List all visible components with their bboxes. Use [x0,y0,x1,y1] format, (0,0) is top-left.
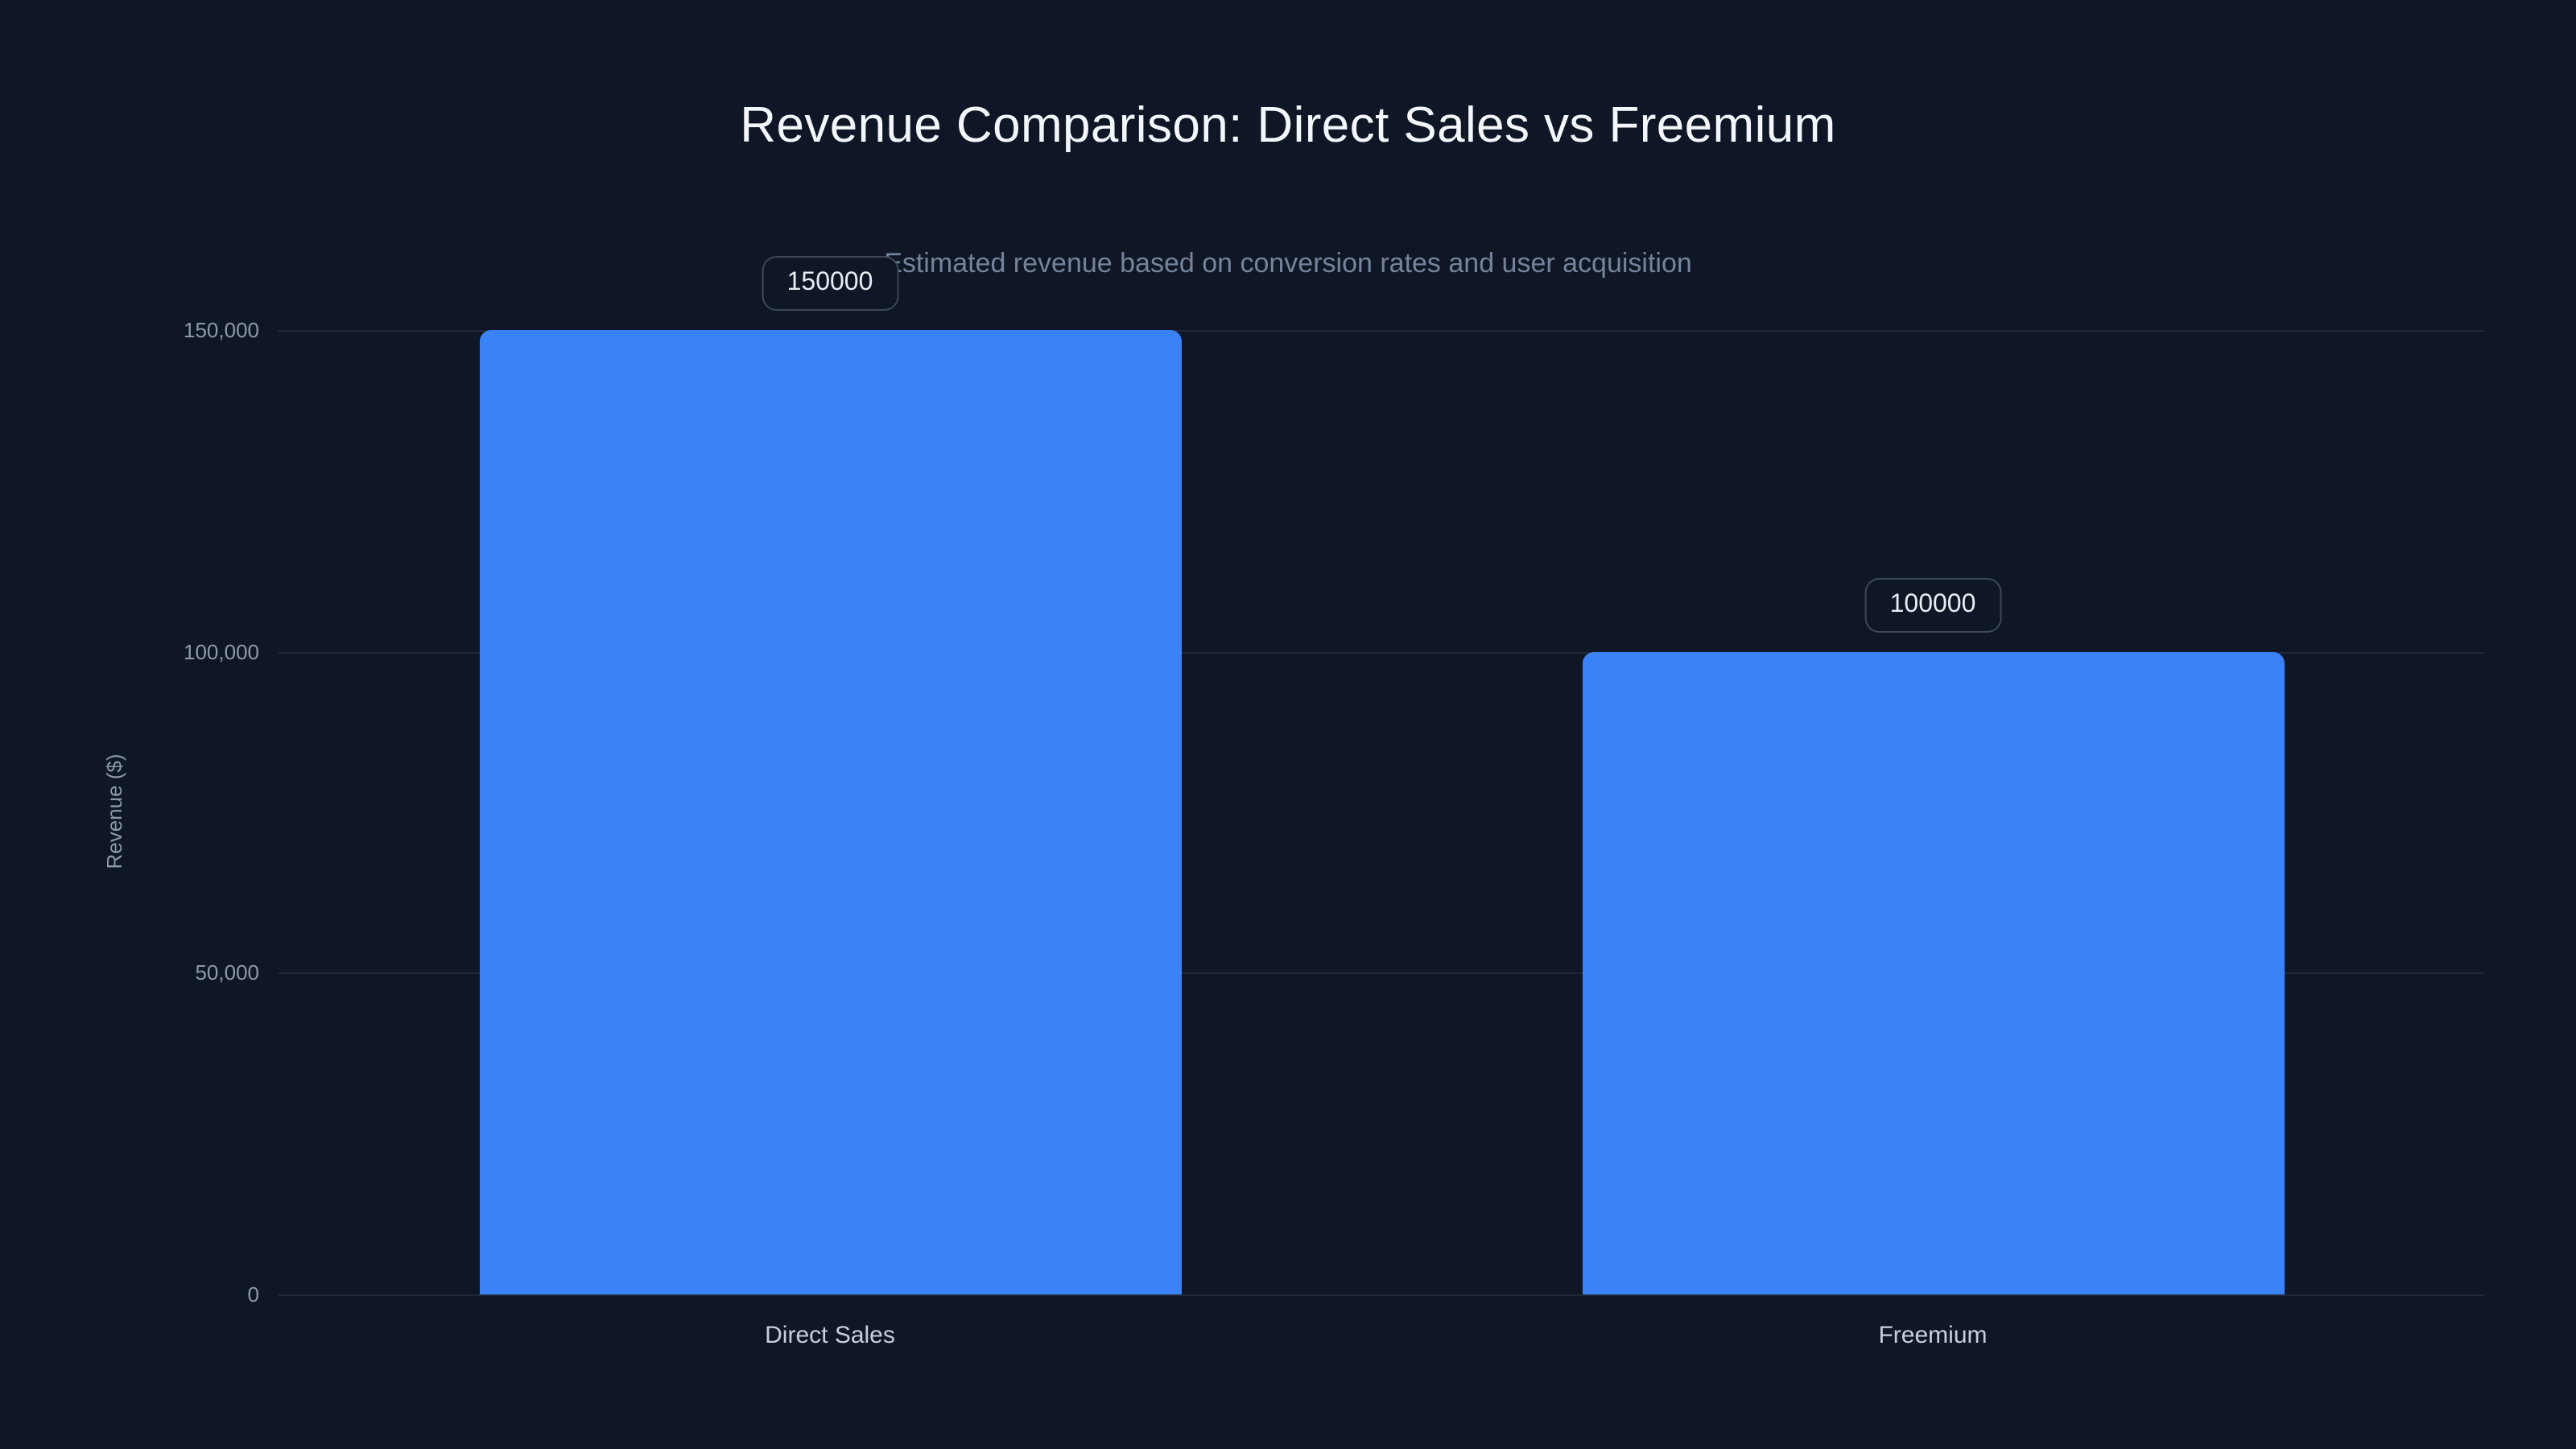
y-axis-label: Revenue ($) [102,753,126,869]
chart-title: Revenue Comparison: Direct Sales vs Free… [740,97,1836,153]
y-tick-label: 0 [247,1282,259,1307]
y-tick-label: 50,000 [195,960,259,985]
bar-freemium [1582,651,2284,1294]
gridline [279,651,2484,654]
gridline [279,330,2484,332]
gridline [279,972,2484,975]
x-category-label: Direct Sales [765,1322,895,1349]
x-category-label: Freemium [1878,1322,1988,1349]
bar-direct-sales [479,330,1181,1294]
bar-value-label: 150000 [761,256,899,311]
y-tick-label: 150,000 [184,318,259,342]
y-tick-label: 100,000 [184,639,259,664]
gridline [279,1294,2484,1296]
bar-value-label: 100000 [1864,577,2002,633]
chart-subtitle: Estimated revenue based on conversion ra… [884,248,1692,279]
